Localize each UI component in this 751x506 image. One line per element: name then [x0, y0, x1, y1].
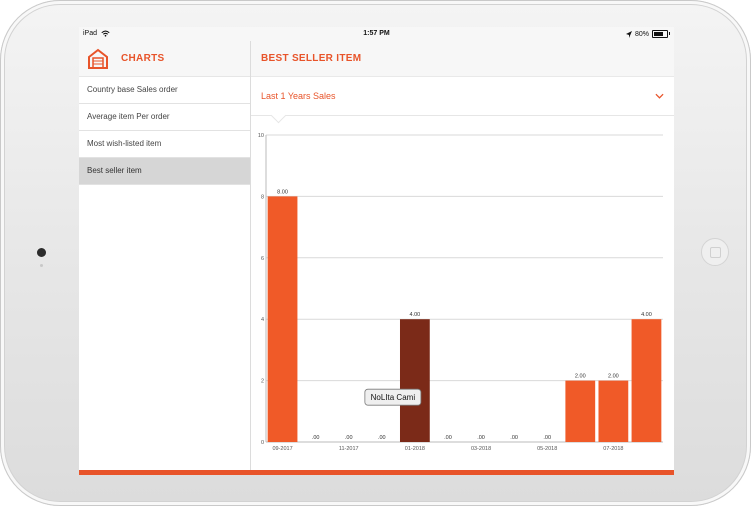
clock: 1:57 PM	[363, 30, 390, 37]
sidebar-header: CHARTS	[79, 41, 250, 77]
bar-value-label: 4.00	[410, 312, 421, 318]
menu-item-average-item[interactable]: Average item Per order	[79, 104, 250, 131]
home-square-icon	[710, 247, 721, 258]
y-tick-label: 4	[261, 317, 264, 323]
best-seller-bar-chart: 0 2 4 6 8 10 8.00 09-2017 .00 .00 11-2017 .00 4.00 01…	[258, 133, 663, 452]
front-camera	[37, 248, 46, 257]
menu-item-country-sales[interactable]: Country base Sales order	[79, 77, 250, 104]
x-tick-label: 05-2018	[537, 446, 557, 452]
bar-value-label: .00	[477, 435, 485, 441]
tooltip-box	[364, 388, 422, 406]
bar	[399, 319, 430, 442]
x-tick-label: 01-2018	[405, 446, 425, 452]
y-tick-label: 10	[258, 133, 264, 139]
x-tick-label: 11-2017	[339, 446, 359, 452]
x-tick-label: 03-2018	[471, 446, 491, 452]
x-tick-label: 07-2018	[603, 446, 623, 452]
bar	[631, 319, 662, 442]
wifi-icon	[101, 30, 110, 37]
menu-item-most-wishlisted[interactable]: Most wish-listed item	[79, 131, 250, 158]
bar-value-label: 4.00	[641, 312, 652, 318]
status-right: 80%	[625, 30, 670, 38]
battery-percent: 80%	[634, 30, 649, 38]
battery-icon	[652, 30, 670, 38]
camera-sensor	[40, 264, 43, 267]
period-dropdown-value: Last 1 Years Sales	[261, 91, 336, 101]
bar-value-label: .00	[378, 435, 386, 441]
bar	[565, 380, 596, 442]
bar-value-label: 2.00	[608, 374, 619, 380]
sidebar-title: CHARTS	[121, 53, 165, 64]
main-header: BEST SELLER ITEM	[251, 41, 674, 77]
bar-value-label: .00	[345, 435, 353, 441]
y-tick-label: 8	[261, 194, 264, 200]
bar-value-label: .00	[510, 435, 518, 441]
bar-value-label: 2.00	[575, 374, 586, 380]
chevron-down-icon	[655, 93, 664, 99]
status-left: iPad	[83, 30, 110, 37]
bar-value-label: .00	[543, 435, 551, 441]
x-tick-label: 09-2017	[272, 446, 292, 452]
bar	[267, 196, 298, 442]
main-panel: BEST SELLER ITEM Last 1 Years Sales 0 2 4 6…	[251, 41, 674, 470]
status-bar: iPad 1:57 PM 80%	[79, 27, 674, 41]
sidebar: CHARTS Country base Sales order Average …	[79, 41, 251, 470]
bar	[598, 380, 629, 442]
bar-value-label: .00	[312, 435, 320, 441]
home-button[interactable]	[701, 238, 729, 266]
screen: iPad 1:57 PM 80%	[79, 27, 674, 475]
location-arrow-icon	[625, 30, 632, 38]
y-tick-label: 0	[261, 440, 264, 446]
y-tick-label: 6	[261, 256, 264, 262]
battery-level	[654, 32, 663, 36]
y-tick-label: 2	[261, 379, 264, 385]
bar-value-label: .00	[444, 435, 452, 441]
chart-menu: Country base Sales order Average item Pe…	[79, 77, 250, 185]
bar-value-label: 8.00	[277, 189, 288, 195]
menu-item-best-seller[interactable]: Best seller item	[79, 158, 250, 185]
page-title: BEST SELLER ITEM	[261, 53, 362, 64]
bottom-accent-bar	[79, 470, 674, 475]
tooltip-label: NoLIta Cami	[371, 393, 416, 402]
period-dropdown[interactable]: Last 1 Years Sales	[251, 77, 674, 124]
device-name: iPad	[83, 30, 98, 37]
store-logo-icon	[88, 48, 108, 69]
